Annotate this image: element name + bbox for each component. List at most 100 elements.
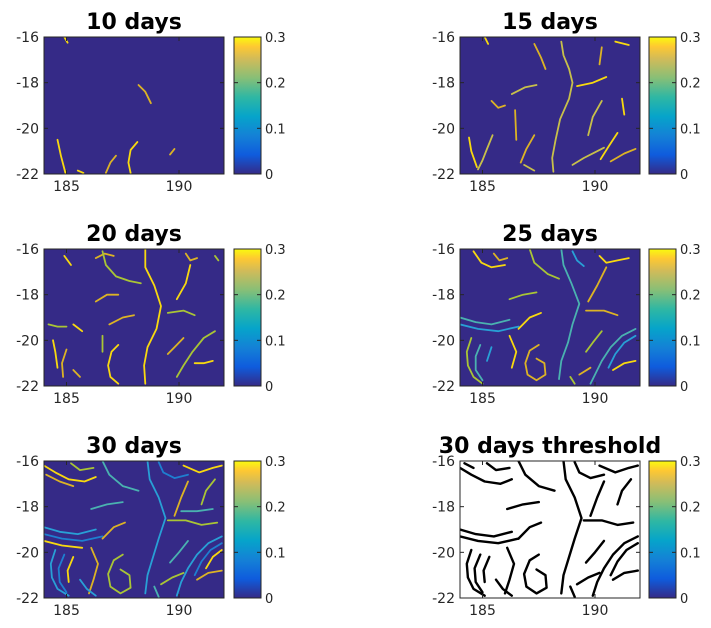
filament-line xyxy=(101,461,140,492)
filament-line xyxy=(90,501,124,510)
filament-line xyxy=(63,255,72,266)
colorbar-tick-label: 0 xyxy=(265,168,273,183)
filament-line xyxy=(589,480,606,517)
chart-panel: 10 days -16 -18 -20 -22 185 190 0.3 0.2 0.1 0 xyxy=(16,10,286,195)
filament-line xyxy=(175,330,216,378)
colorbar-tick-label: 0.3 xyxy=(680,243,701,258)
filament-line xyxy=(44,526,97,535)
filament-line xyxy=(94,252,115,259)
filament-line xyxy=(193,360,214,365)
filament-line xyxy=(589,328,637,385)
filament-line xyxy=(482,555,491,584)
filament-line xyxy=(196,569,223,581)
filament-line xyxy=(184,252,198,262)
colorbar xyxy=(233,36,262,175)
filament-line xyxy=(612,360,637,371)
filament-line xyxy=(474,344,484,382)
filament-line xyxy=(573,461,606,480)
filament-line xyxy=(598,255,630,264)
filament-line xyxy=(157,461,189,479)
x-tick-label: 185 xyxy=(53,179,80,195)
y-tick-label: -22 xyxy=(16,591,39,607)
chart-title: 25 days xyxy=(502,222,598,247)
filament-line xyxy=(551,40,574,173)
filament-line xyxy=(105,154,117,174)
x-tick-label: 185 xyxy=(469,391,496,407)
axes-frame xyxy=(43,36,225,175)
chart-panel: 30 days threshold-16 -18 -20 -22 185 190 0.3 0.… xyxy=(432,434,701,619)
filament-line xyxy=(107,553,132,595)
y-tick-label: -18 xyxy=(432,288,455,304)
filament-line xyxy=(585,309,619,317)
filament-line xyxy=(575,571,601,586)
filament-line xyxy=(522,553,548,595)
filament-line xyxy=(576,76,608,87)
filament-line xyxy=(205,549,223,570)
chart-panel: 25 days -16 -18 -20 -22 185 190 0.3 0.2 0.1 0 xyxy=(432,222,701,407)
chart-title: 10 days xyxy=(86,10,182,35)
axes-frame xyxy=(459,248,641,387)
plot-area xyxy=(44,37,224,174)
colorbar xyxy=(233,248,262,387)
filament-line xyxy=(472,250,506,269)
filament-line xyxy=(94,293,120,303)
colorbar-tick-label: 0.2 xyxy=(265,289,286,304)
filament-line xyxy=(108,314,135,326)
filament-line xyxy=(166,519,219,526)
filament-line xyxy=(569,585,576,598)
filament-line xyxy=(490,100,506,109)
y-tick-label: -18 xyxy=(16,500,39,516)
filament-line xyxy=(52,339,59,369)
filament-line xyxy=(558,249,581,380)
colorbar-tick-label: 0.3 xyxy=(265,31,286,46)
filament-line xyxy=(582,519,635,527)
colorbar-tick-label: 0.1 xyxy=(680,334,701,349)
y-tick-label: -18 xyxy=(16,288,39,304)
filament-line xyxy=(524,344,547,382)
filament-line xyxy=(483,37,489,45)
filament-line xyxy=(193,542,223,577)
colorbar-tick-label: 0 xyxy=(680,380,688,395)
y-tick-label: -16 xyxy=(432,30,455,46)
y-tick-label: -20 xyxy=(432,333,455,349)
y-tick-label: -16 xyxy=(432,242,455,258)
x-tick-label: 185 xyxy=(53,603,80,619)
y-tick-label: -20 xyxy=(16,545,39,561)
filament-line xyxy=(465,337,484,385)
chart-title: 30 days xyxy=(86,434,182,459)
filament-line xyxy=(166,337,185,355)
filament-line xyxy=(153,585,160,598)
filament-line xyxy=(175,535,223,597)
filament-line xyxy=(88,546,99,595)
axes-frame xyxy=(459,36,641,175)
filament-line xyxy=(463,462,475,470)
filament-line xyxy=(585,330,603,353)
filament-line xyxy=(510,84,538,95)
filament-line xyxy=(468,136,478,168)
colorbar-tick-label: 0.2 xyxy=(680,501,701,516)
y-tick-label: -18 xyxy=(432,500,455,516)
filament-line xyxy=(460,323,520,333)
filament-line xyxy=(503,546,516,595)
y-tick-label: -22 xyxy=(16,167,39,183)
y-tick-label: -22 xyxy=(432,379,455,395)
filament-line xyxy=(44,540,84,549)
y-tick-label: -16 xyxy=(16,30,39,46)
colorbar-tick-label: 0 xyxy=(680,592,688,607)
filament-line xyxy=(492,252,509,262)
colorbar-tick-label: 0.2 xyxy=(265,501,286,516)
filament-line xyxy=(569,376,576,385)
filament-line xyxy=(514,109,518,141)
filament-line xyxy=(180,508,214,513)
filament-line xyxy=(175,264,192,301)
y-tick-label: -22 xyxy=(16,379,39,395)
filament-line xyxy=(517,461,556,492)
colorbar-tick-label: 0.1 xyxy=(680,546,701,561)
filament-line xyxy=(200,478,216,506)
x-tick-label: 190 xyxy=(582,391,609,407)
colorbar-tick-label: 0 xyxy=(265,380,273,395)
filament-line xyxy=(214,255,220,262)
y-tick-label: -16 xyxy=(16,454,39,470)
y-tick-label: -20 xyxy=(16,333,39,349)
